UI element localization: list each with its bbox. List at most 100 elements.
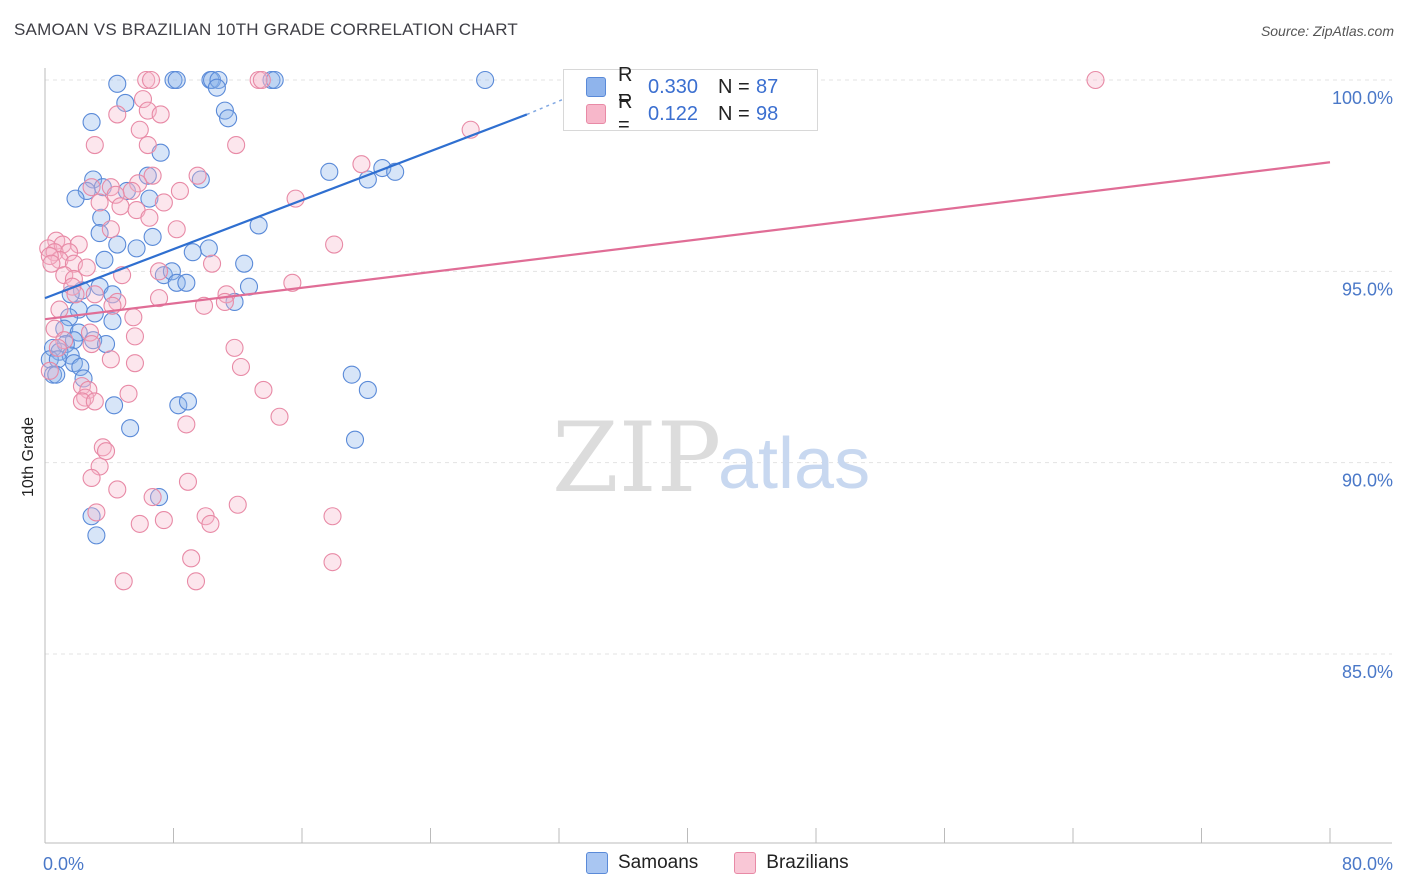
data-point-brazilians bbox=[170, 181, 189, 201]
trend-line-brazilians bbox=[44, 161, 1331, 321]
data-point-samoans bbox=[90, 224, 109, 243]
watermark-atlas: atlas bbox=[718, 424, 870, 504]
data-point-samoans bbox=[108, 74, 127, 93]
data-point-samoans bbox=[178, 392, 198, 411]
data-point-brazilians bbox=[106, 185, 125, 204]
y-tick-label: 100.0% bbox=[1332, 88, 1393, 108]
legend-swatch-samoans bbox=[586, 852, 608, 874]
data-point-brazilians bbox=[188, 166, 207, 185]
data-point-samoans bbox=[207, 78, 226, 97]
data-point-brazilians bbox=[352, 155, 371, 174]
data-point-brazilians bbox=[154, 511, 173, 530]
data-point-brazilians bbox=[138, 136, 157, 155]
legend-n-value: 87 bbox=[756, 75, 779, 98]
legend-swatch-brazilians bbox=[586, 104, 606, 124]
legend-row-samoans: R = 0.330 N = 87 bbox=[586, 64, 779, 109]
data-point-samoans bbox=[143, 227, 162, 246]
data-point-brazilians bbox=[101, 220, 120, 239]
data-point-brazilians bbox=[108, 480, 127, 499]
legend-r-value: 0.330 bbox=[648, 75, 699, 98]
data-point-brazilians bbox=[283, 273, 302, 292]
data-point-brazilians bbox=[130, 120, 149, 139]
data-point-samoans bbox=[219, 109, 238, 128]
data-point-samoans bbox=[358, 380, 377, 400]
data-point-brazilians bbox=[203, 254, 222, 273]
legend-r-label: R = bbox=[618, 91, 633, 136]
legend-label-brazilians: Brazilians bbox=[766, 852, 849, 873]
legend-item-brazilians[interactable]: Brazilians bbox=[734, 852, 849, 874]
data-point-samoans bbox=[386, 162, 405, 181]
y-tick-label: 85.0% bbox=[1342, 662, 1393, 682]
legend-row-brazilians: R = 0.122 N = 98 bbox=[586, 91, 779, 136]
data-point-brazilians bbox=[72, 392, 91, 411]
data-point-brazilians bbox=[151, 105, 170, 124]
data-point-samoans bbox=[177, 273, 196, 292]
legend-n-value: 98 bbox=[756, 102, 779, 125]
data-point-brazilians bbox=[96, 442, 116, 461]
trend-line-samoans bbox=[44, 113, 528, 300]
data-point-samoans bbox=[95, 250, 114, 269]
data-point-brazilians bbox=[323, 507, 342, 526]
data-point-brazilians bbox=[60, 243, 79, 262]
data-point-brazilians bbox=[186, 572, 206, 591]
data-point-brazilians bbox=[201, 514, 220, 533]
data-point-samoans bbox=[167, 273, 186, 292]
data-point-brazilians bbox=[143, 488, 162, 507]
data-point-brazilians bbox=[149, 262, 169, 281]
data-point-brazilians bbox=[323, 553, 342, 572]
data-point-brazilians bbox=[325, 235, 344, 254]
data-point-samoans bbox=[105, 396, 124, 415]
data-point-brazilians bbox=[270, 407, 289, 426]
data-point-brazilians bbox=[111, 197, 130, 216]
legend-n-label: N = bbox=[718, 102, 750, 125]
data-point-samoans bbox=[320, 162, 339, 181]
data-point-brazilians bbox=[80, 323, 100, 342]
data-point-brazilians bbox=[114, 572, 133, 591]
legend-r-value: 0.122 bbox=[648, 102, 699, 125]
data-point-brazilians bbox=[82, 334, 101, 354]
data-point-brazilians bbox=[141, 70, 161, 90]
data-point-brazilians bbox=[82, 468, 101, 488]
data-point-brazilians bbox=[82, 178, 101, 197]
data-point-samoans bbox=[121, 419, 140, 438]
data-point-samoans bbox=[74, 369, 93, 388]
data-point-brazilians bbox=[108, 105, 127, 124]
data-point-brazilians bbox=[40, 246, 59, 266]
data-point-brazilians bbox=[178, 472, 198, 491]
data-point-brazilians bbox=[130, 514, 149, 533]
data-point-samoans bbox=[199, 239, 218, 258]
data-point-brazilians bbox=[225, 338, 244, 357]
data-point-samoans bbox=[82, 113, 101, 132]
data-point-samoans bbox=[235, 254, 254, 273]
stats-legend: R = 0.330 N = 87 R = 0.122 N = 98 bbox=[563, 64, 818, 136]
source-note: Source: ZipAtlas.com bbox=[1260, 23, 1394, 39]
data-point-brazilians bbox=[231, 357, 251, 377]
data-point-brazilians bbox=[194, 296, 214, 315]
axes bbox=[44, 68, 1392, 844]
legend-item-samoans[interactable]: Samoans bbox=[586, 852, 698, 874]
data-point-brazilians bbox=[85, 285, 104, 304]
data-point-samoans bbox=[138, 166, 157, 185]
data-point-brazilians bbox=[254, 380, 273, 400]
data-point-brazilians bbox=[137, 70, 156, 90]
data-point-brazilians bbox=[122, 181, 141, 201]
data-point-brazilians bbox=[125, 327, 144, 346]
legend-swatch-brazilians bbox=[734, 852, 757, 874]
chart-title: SAMOAN VS BRAZILIAN 10TH GRADE CORRELATI… bbox=[14, 20, 518, 39]
data-point-samoans bbox=[358, 170, 377, 189]
data-point-brazilians bbox=[227, 136, 246, 155]
data-point-brazilians bbox=[85, 136, 104, 155]
legend-label-samoans: Samoans bbox=[618, 852, 699, 873]
data-point-samoans bbox=[103, 312, 122, 331]
data-point-brazilians bbox=[182, 549, 201, 568]
data-point-samoans bbox=[84, 170, 103, 189]
data-point-brazilians bbox=[1086, 70, 1105, 90]
data-point-samoans bbox=[345, 430, 365, 449]
data-point-samoans bbox=[149, 488, 169, 507]
data-point-brazilians bbox=[177, 415, 196, 434]
watermark-zip: ZIP bbox=[552, 402, 721, 514]
data-point-samoans bbox=[87, 526, 106, 545]
data-point-brazilians bbox=[125, 354, 144, 373]
data-point-samoans bbox=[71, 357, 90, 377]
